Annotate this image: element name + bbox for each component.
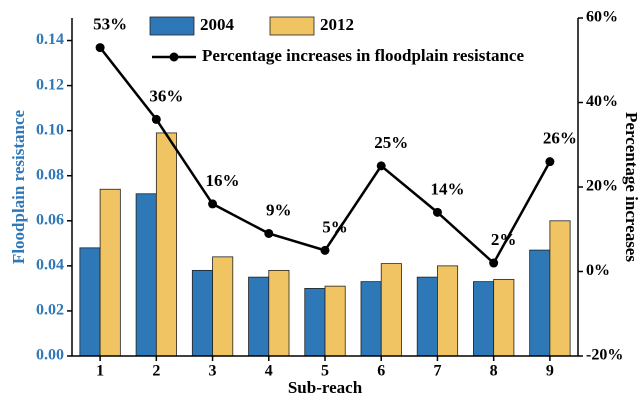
bar [324, 285, 346, 357]
bar [380, 263, 402, 357]
data-label: 9% [266, 200, 292, 219]
bar [191, 269, 213, 357]
y-tick-label: 0.02 [36, 302, 64, 319]
data-label: 25% [374, 133, 408, 152]
bar [529, 249, 551, 357]
y2-tick-label: 40% [586, 93, 618, 110]
line-point [376, 161, 386, 171]
x-axis-label: Sub-reach [288, 378, 363, 397]
y-tick-label: 0.14 [36, 31, 64, 48]
data-label: 53% [93, 14, 127, 33]
data-label: 14% [430, 179, 464, 198]
bar [79, 247, 101, 357]
bar [437, 265, 459, 357]
legend-label: Percentage increases in floodplain resis… [202, 46, 524, 65]
bar [473, 281, 495, 357]
bar [549, 220, 571, 357]
line-point [489, 258, 499, 268]
x-tick-label: 8 [490, 363, 498, 380]
bar [155, 132, 177, 357]
x-tick-label: 9 [546, 363, 554, 380]
y-tick-label: 0.12 [36, 76, 64, 93]
legend-swatch [149, 16, 195, 36]
x-tick-label: 1 [96, 363, 104, 380]
data-label: 5% [322, 217, 348, 236]
data-label: 16% [206, 171, 240, 190]
bar [268, 269, 290, 357]
bar [212, 256, 234, 357]
line-point [208, 199, 218, 209]
y-tick-label: 0.10 [36, 121, 64, 138]
y2-tick-label: 20% [586, 178, 618, 195]
line-point [151, 114, 161, 124]
data-label: 36% [149, 86, 183, 105]
y-axis-label: Floodplain resistance [9, 109, 28, 264]
x-tick-label: 3 [209, 363, 217, 380]
legend-label: 2012 [320, 15, 354, 34]
legend-marker [169, 52, 179, 62]
y-tick-label: 0.08 [36, 166, 64, 183]
bar [135, 193, 157, 357]
bar [360, 281, 382, 357]
line-point [320, 245, 330, 255]
y-tick-label: 0.04 [36, 257, 64, 274]
y2-tick-label: 60% [586, 9, 618, 26]
data-label: 2% [491, 230, 517, 249]
legend-label: 2004 [200, 15, 235, 34]
data-label: 26% [543, 129, 577, 148]
x-tick-label: 2 [152, 363, 160, 380]
x-tick-label: 4 [265, 363, 273, 380]
y2-tick-label: -20% [586, 347, 623, 364]
bar [248, 276, 270, 357]
x-tick-label: 5 [321, 363, 329, 380]
bar [304, 287, 326, 357]
bar [493, 278, 515, 357]
y-tick-label: 0.06 [36, 211, 64, 228]
line-point [264, 228, 274, 238]
y-tick-label: 0.00 [36, 347, 64, 364]
bar [416, 276, 438, 357]
y2-axis-label: Percentage increases [622, 112, 641, 262]
legend-swatch [269, 16, 315, 36]
bar [99, 188, 121, 357]
x-tick-label: 7 [433, 363, 441, 380]
line-point [545, 157, 555, 167]
x-tick-label: 6 [377, 363, 385, 380]
line-point [95, 43, 105, 53]
line-point [432, 207, 442, 217]
y2-tick-label: 0% [586, 262, 610, 279]
